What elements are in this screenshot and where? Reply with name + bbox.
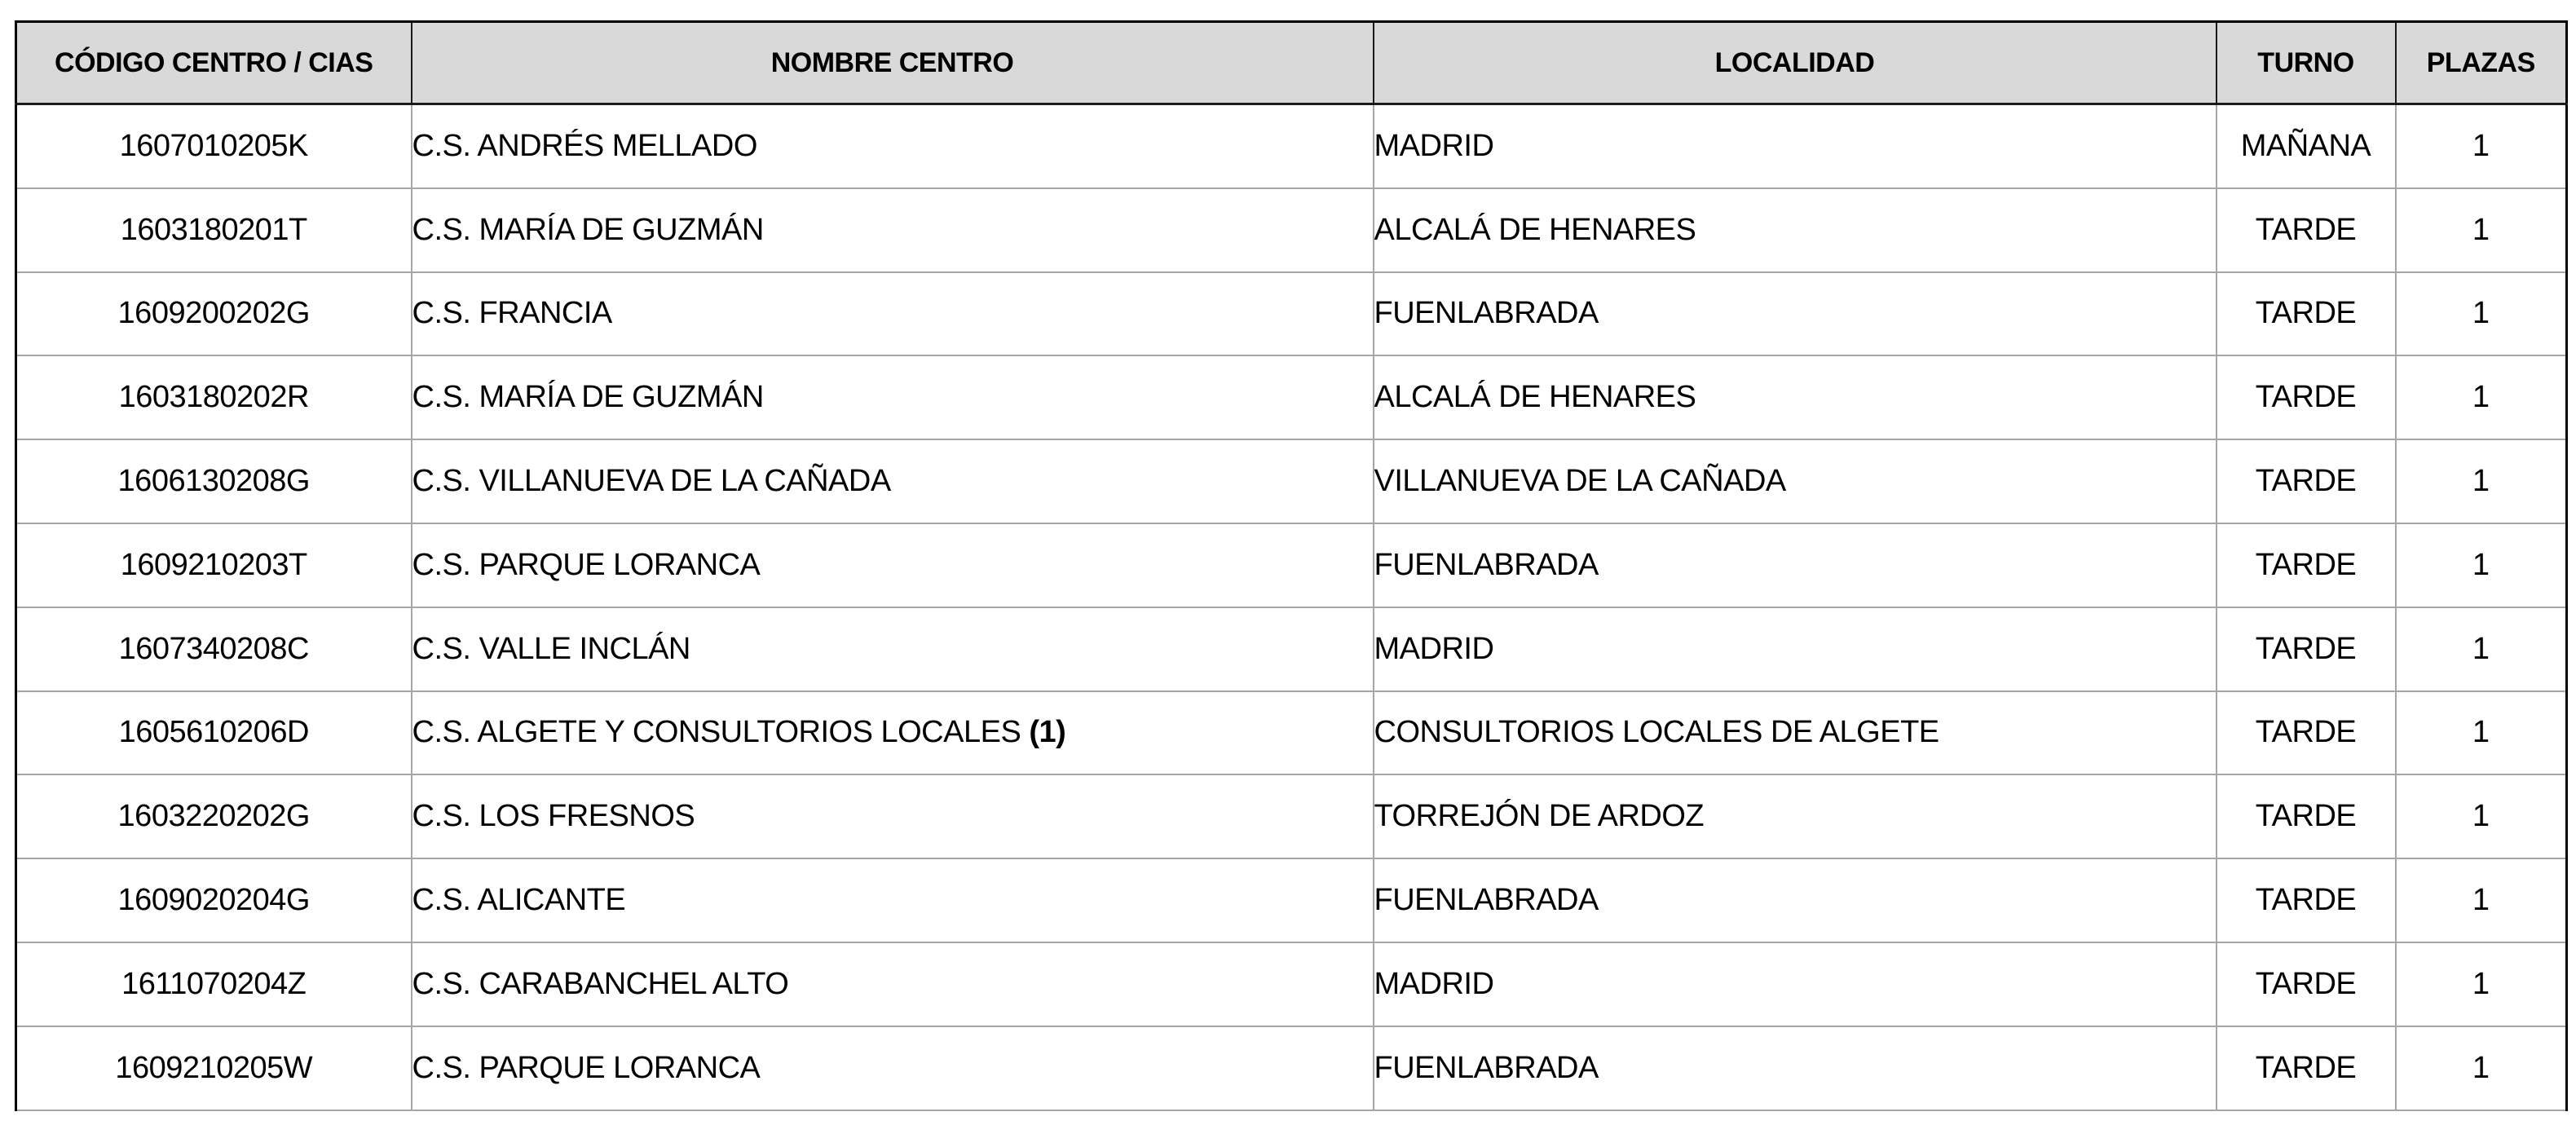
cell-nombre-centro: C.S. MARÍA DE GUZMÁN (410, 187, 1374, 272)
cell-localidad: VILLANUEVA DE LA CAÑADA (1372, 439, 2217, 523)
cell-plazas: 1 (2394, 690, 2567, 775)
cell-plazas: 1 (2394, 187, 2567, 272)
cell-nombre-centro: C.S. ANDRÉS MELLADO (410, 104, 1374, 188)
table-row: 1611070204Z C.S. CARABANCHEL ALTO MADRID TA… (15, 941, 2567, 1026)
cell-codigo-centro-cias: 1607010205K (119, 128, 309, 163)
cell-turno: TARDE (2215, 606, 2396, 691)
cell-codigo-centro-cias: 1609210203T (15, 522, 412, 607)
cell-plazas: 1 (2394, 104, 2567, 188)
cell-turno: TARDE (2215, 858, 2396, 942)
cell-codigo-centro-cias: 1609020204G (15, 858, 412, 942)
cell-localidad: MADRID (1372, 606, 2217, 691)
cell-localidad: FUENLABRADA (1372, 1025, 2217, 1110)
cell-localidad: FUENLABRADA (1372, 858, 2217, 942)
cell-localidad: FUENLABRADA (1372, 271, 2217, 356)
cell-turno: TARDE (2215, 774, 2396, 859)
table-row: 1609200202G C.S. FRANCIA FUENLABRADA TARDE 1 (15, 271, 2567, 356)
col-header-turno: TURNO (2215, 21, 2396, 105)
cell-codigo-centro-cias: 1606130208G (15, 439, 412, 523)
cell-turno: TARDE (2215, 690, 2396, 775)
cell-turno: TARDE (2215, 439, 2396, 523)
table-row: 1603180201T C.S. MARÍA DE GUZMÁN ALCALÁ DE… (15, 187, 2567, 272)
cell-localidad: CONSULTORIOS LOCALES DE ALGETE (1372, 690, 2217, 775)
header-row: CÓDIGO CENTRO / CIAS NOMBRE CENTRO LOCAL… (15, 21, 2567, 105)
table-row: 1605610206D C.S. ALGETE Y CONSULTORIOS LO… (15, 690, 2567, 775)
cell-nombre-centro: C.S. LOS FRESNOS (410, 774, 1374, 859)
name-footnote-marker: (1) (1029, 715, 1066, 750)
cell-nombre-centro: C.S. VILLANUEVA DE LA CAÑADA (410, 439, 1374, 523)
cell-plazas: 1 (2394, 858, 2567, 942)
cell-localidad: FUENLABRADA (1372, 522, 2217, 607)
cell-codigo-centro-cias: 1603180201T (15, 187, 412, 272)
table-row: 1609210205W C.S. PARQUE LORANCA FUENLABRAD… (15, 1025, 2567, 1110)
cell-nombre-centro: C.S. ALICANTE (410, 858, 1374, 942)
cell-nombre-centro: C.S. PARQUE LORANCA (410, 1025, 1374, 1110)
cell-plazas: 1 (2394, 941, 2567, 1026)
table-row: 1607010205K C.S. ANDRÉS MELLADO MADRID MAÑA… (16, 104, 2567, 188)
table-row: 1603220202G C.S. LOS FRESNOS TORREJÓN DE A… (15, 774, 2567, 859)
col-header-nombre-centro: NOMBRE CENTRO (410, 21, 1374, 105)
cell-plazas: 1 (2394, 271, 2567, 356)
table-body: 1607010205K C.S. ANDRÉS MELLADO MADRID MAÑA… (15, 104, 2567, 1110)
cell-plazas: 1 (2394, 355, 2567, 440)
cell-plazas: 1 (2394, 522, 2567, 607)
centers-table: CÓDIGO CENTRO / CIAS NOMBRE CENTRO LOCAL… (15, 20, 2568, 1111)
cell-localidad: TORREJÓN DE ARDOZ (1372, 774, 2217, 859)
table-row: 1603180202R C.S. MARÍA DE GUZMÁN ALCALÁ DE… (15, 355, 2567, 440)
cell-localidad: ALCALÁ DE HENARES (1372, 355, 2217, 440)
cell-turno: TARDE (2215, 941, 2396, 1026)
cell-nombre-centro: C.S. ALGETE Y CONSULTORIOS LOCALES (1) (410, 690, 1374, 775)
cell-nombre-centro: C.S. MARÍA DE GUZMÁN (410, 355, 1374, 440)
cell-turno: TARDE (2215, 355, 2396, 440)
cell-codigo-centro-cias: 1611070204Z (15, 941, 412, 1026)
cell-localidad: MADRID (1372, 941, 2217, 1026)
table-row: 1609020204G C.S. ALICANTE FUENLABRADA TARDE… (15, 858, 2567, 942)
cell-plazas: 1 (2394, 439, 2567, 523)
cell-codigo-centro-cias: 1603220202G (15, 774, 412, 859)
cell-codigo-centro-cias: 1609210205W (15, 1025, 412, 1110)
col-header-codigo-centro-cias: CÓDIGO CENTRO / CIAS (15, 21, 412, 105)
cell-turno: MAÑANA (2215, 104, 2396, 188)
cell-nombre-centro: C.S. FRANCIA (410, 271, 1374, 356)
col-header-plazas: PLAZAS (2394, 21, 2567, 105)
cell-turno: TARDE (2215, 187, 2396, 272)
cell-nombre-centro: C.S. VALLE INCLÁN (410, 606, 1374, 691)
cell-nombre-centro: C.S. PARQUE LORANCA (410, 522, 1374, 607)
cell-turno: TARDE (2215, 522, 2396, 607)
cell-localidad: MADRID (1372, 104, 2217, 188)
cell-localidad: ALCALÁ DE HENARES (1372, 187, 2217, 272)
cell-plazas: 1 (2394, 606, 2567, 691)
table-row: 1607340208C C.S. VALLE INCLÁN MADRID TARDE 1 (15, 606, 2567, 691)
cell-codigo-centro-cias: 1605610206D (15, 690, 412, 775)
cell-codigo-centro-cias: 1609200202G (15, 271, 412, 356)
cell-codigo-centro-cias: 1603180202R (15, 355, 412, 440)
cell-plazas: 1 (2394, 1025, 2567, 1110)
cell-nombre-centro: C.S. CARABANCHEL ALTO (410, 941, 1374, 1026)
cell-codigo-centro-cias: 1607340208C (15, 606, 412, 691)
table-row: 1609210203T C.S. PARQUE LORANCA FUENLABRAD… (15, 522, 2567, 607)
cell-plazas: 1 (2394, 774, 2567, 859)
col-header-localidad: LOCALIDAD (1372, 21, 2217, 105)
cell-turno: TARDE (2215, 1025, 2396, 1110)
table-header: CÓDIGO CENTRO / CIAS NOMBRE CENTRO LOCAL… (15, 21, 2567, 105)
table-row: 1606130208G C.S. VILLANUEVA DE LA CAÑADA V… (15, 439, 2567, 523)
cell-turno: TARDE (2215, 271, 2396, 356)
